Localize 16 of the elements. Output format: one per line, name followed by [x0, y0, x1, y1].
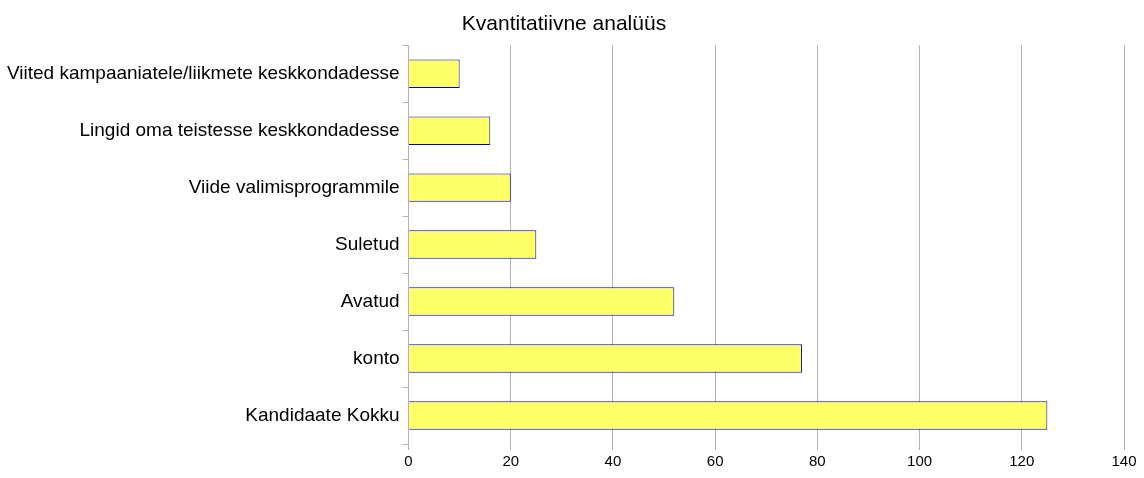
y-tick-label: konto [353, 346, 400, 368]
x-tick-label: 120 [1009, 452, 1035, 470]
x-tick-label: 20 [502, 452, 520, 470]
x-tick-label: 100 [907, 452, 933, 470]
x-tick-label: 0 [404, 452, 413, 470]
x-tick-label: 140 [1111, 452, 1137, 470]
x-tick-label: 60 [706, 452, 724, 470]
y-tick-label: Lingid oma teistesse keskkondadesse [79, 118, 400, 140]
chart-title: Kvantitatiivne analüüs [461, 11, 667, 35]
x-tick-label: 40 [604, 452, 622, 470]
x-tick-label: 80 [809, 452, 826, 470]
y-tick-label: Viide valimisprogrammile [188, 175, 400, 197]
y-tick-label: Avatud [340, 289, 400, 311]
y-tick-label: Suletud [335, 232, 400, 254]
y-tick-label: Kandidaate Kokku [245, 403, 400, 425]
y-tick-label: Viited kampaaniatele/liikmete keskkondadesse [7, 61, 400, 83]
